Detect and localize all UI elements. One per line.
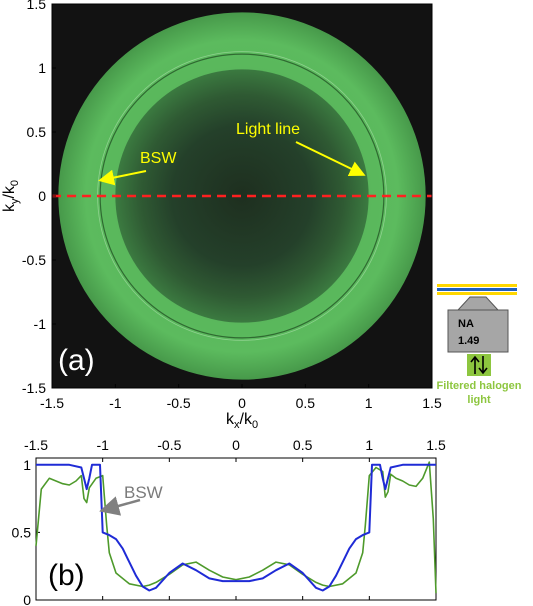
a-xtick-label: -1 [109,395,122,411]
panel-a-y-ticks: 1.5 1 0.5 0 -0.5 -1 -1.5 [22,0,56,396]
annotation-light-line: Light line [236,121,300,138]
a-ytick-label: -0.5 [22,252,46,268]
b-xtick-label: 1.5 [426,437,446,453]
panel-a-ylabel: ky/k0 [1,180,21,212]
light-line-arrow [295,141,366,176]
a-ytick-label: -1.5 [22,380,46,396]
a-xtick-label: 1.5 [422,395,442,411]
a-ytick-label: 1 [38,60,46,76]
light-label-line1: Filtered halogen [437,380,522,392]
objective-schematic: NA 1.49 Filtered halogen light [437,284,522,406]
bsw-arrow-b [99,496,141,516]
panel-a-x-ticks: -1.5 -1 -0.5 0 0.5 1 1.5 [40,384,442,411]
a-ytick-label: 0 [38,188,46,204]
panel-a-xlabel: kx/k0 [226,411,258,431]
b-xtick-label: -1.5 [24,437,48,453]
a-ytick-label: 0.5 [27,124,47,140]
panel-a-label: (a) [58,344,95,377]
b-xtick-label: -1 [96,437,109,453]
na-value: 1.49 [458,335,479,347]
b-xtick-label: 0.5 [293,437,313,453]
xlabel-den-sub: 0 [252,419,258,431]
layer-blue [437,288,517,291]
series-blue-line [36,463,436,592]
light-line-disc [115,69,369,323]
b-ytick-label: 0 [23,592,31,606]
b-ytick-label: 0.5 [12,524,32,540]
light-arrows-icon [470,355,488,375]
xlabel-k: k [226,411,235,428]
layer-yellow-bottom [437,292,517,295]
xlabel-den: /k [240,411,253,428]
a-xtick-label: 0 [238,395,246,411]
b-xtick-label: -0.5 [157,437,181,453]
light-label-line2: light [467,394,491,406]
ylabel-k: k [1,203,18,212]
layer-yellow-top [437,284,517,287]
a-xtick-label: -1.5 [40,395,64,411]
panel-a: -1.5 -1 -0.5 0 0.5 1 1.5 1.5 1 0.5 0 -0.5 -1 -1.5 Li… [1,0,442,431]
panel-b-x-ticks: -1.5 -1 -0.5 0 0.5 1 1.5 [24,437,446,600]
panel-b: -1.5 -1 -0.5 0 0.5 1 1.5 1 0.5 0 BSW (b) [12,437,446,606]
ylabel-den-sub: 0 [9,180,21,186]
xlabel-sub: x [234,419,240,431]
a-xtick-label: 0.5 [296,395,316,411]
b-ytick-label: 1 [23,457,31,473]
a-xtick-label: -0.5 [167,395,191,411]
series-green-line [35,461,437,594]
objective-body [447,309,509,353]
objective-lens [456,296,500,311]
annotation-bsw-a: BSW [140,150,177,167]
light-block [467,354,491,376]
annotation-bsw-b: BSW [124,483,163,502]
b-xtick-label: 0 [232,437,240,453]
b-xtick-label: 1 [365,437,373,453]
ylabel-den: /k [1,185,18,198]
panel-b-label: (b) [48,559,85,592]
panel-b-series [35,461,437,594]
bsw-arrow-a [98,169,147,186]
na-label: NA [458,318,474,330]
ylabel-sub: y [9,198,21,204]
a-ytick-label: -1 [34,316,47,332]
a-xtick-label: 1 [365,395,373,411]
a-ytick-label: 1.5 [27,0,47,12]
